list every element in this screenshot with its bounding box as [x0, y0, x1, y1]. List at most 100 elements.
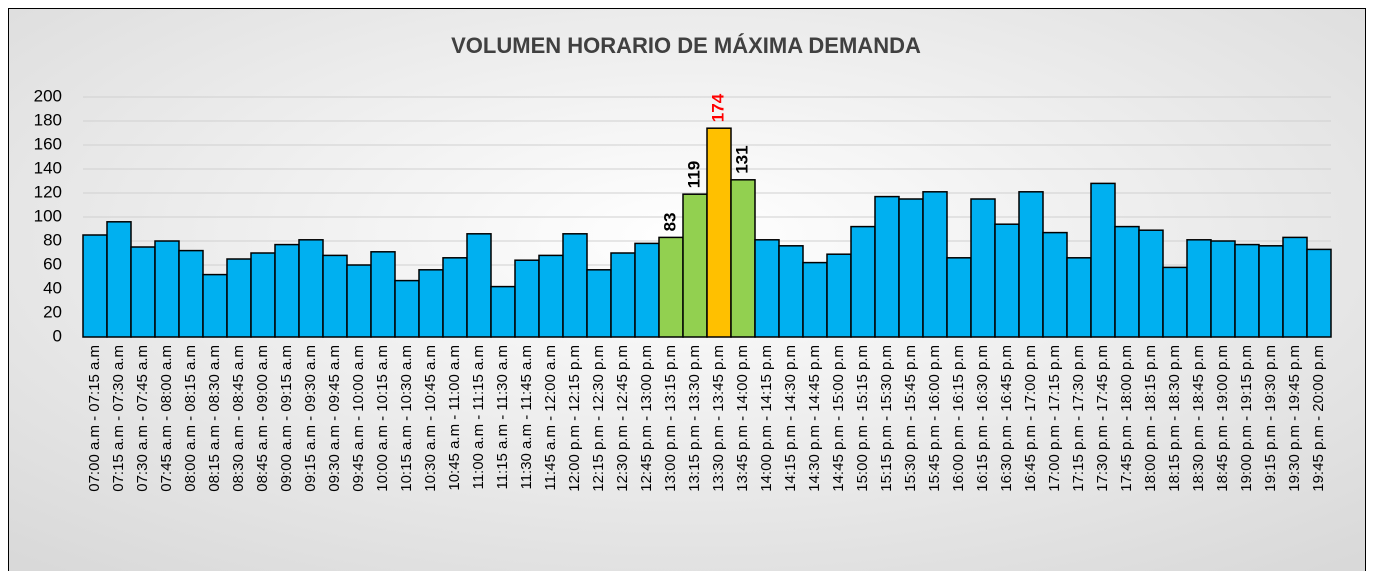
x-tick-label: 19:45 p.m - 20:00 p.m	[1310, 345, 1327, 492]
x-tick-label: 07:30 a.m - 07:45 a.m	[134, 345, 151, 492]
x-tick-label: 14:30 p.m - 14:45 p.m	[806, 345, 823, 492]
x-tick-label: 12:15 p.m - 12:30 p.m	[590, 345, 607, 492]
y-tick-label: 20	[43, 302, 62, 321]
x-tick-label: 12:00 p.m - 12:15 p.m	[566, 345, 583, 492]
bar	[898, 198, 924, 338]
y-tick-label: 80	[43, 230, 62, 249]
x-tick-label: 19:15 p.m - 19:30 p.m	[1262, 345, 1279, 492]
bar	[1186, 239, 1212, 338]
y-tick-label: 60	[43, 254, 62, 273]
bar	[874, 195, 900, 338]
bar	[106, 221, 132, 338]
bar	[658, 236, 684, 338]
x-tick-label: 16:45 p.m - 17:00 p.m	[1022, 345, 1039, 492]
data-label: 119	[684, 161, 703, 188]
x-tick-label: 16:00 p.m - 16:15 p.m	[950, 345, 967, 492]
x-tick-label: 15:00 p.m - 15:15 p.m	[854, 345, 871, 492]
bar	[154, 240, 180, 338]
bar	[850, 225, 876, 338]
bar	[586, 269, 612, 338]
x-tick-label: 07:15 a.m - 07:30 a.m	[110, 345, 127, 492]
x-tick-label: 09:45 a.m - 10:00 a.m	[350, 345, 367, 492]
bar	[322, 254, 348, 338]
bar	[562, 233, 588, 338]
bar	[250, 252, 276, 338]
x-tick-label: 07:00 a.m - 07:15 a.m	[86, 345, 103, 492]
bar	[1018, 191, 1044, 338]
bar	[1066, 257, 1092, 338]
chart-title: VOLUMEN HORARIO DE MÁXIMA DEMANDA	[451, 33, 921, 58]
x-tick-label: 17:30 p.m - 17:45 p.m	[1094, 345, 1111, 492]
bar	[226, 258, 252, 338]
bar	[730, 179, 756, 338]
bar	[994, 223, 1020, 338]
bar	[130, 246, 156, 338]
bar	[202, 273, 228, 338]
x-tick-label: 14:45 p.m - 15:00 p.m	[830, 345, 847, 492]
bar	[1282, 236, 1308, 338]
x-tick-label: 18:30 p.m - 18:45 p.m	[1190, 345, 1207, 492]
y-tick-label: 200	[34, 86, 62, 105]
y-tick-label: 40	[43, 278, 62, 297]
x-tick-label: 10:45 a.m - 11:00 a.m	[446, 345, 463, 491]
x-tick-label: 10:30 a.m - 10:45 a.m	[422, 345, 439, 492]
bar	[1210, 240, 1236, 338]
bar	[706, 127, 732, 338]
x-tick-label: 12:45 p.m - 13:00 p.m	[638, 345, 655, 492]
x-tick-label: 18:15 p.m - 18:30 p.m	[1166, 345, 1183, 492]
y-tick-label: 140	[34, 158, 62, 177]
y-tick-label: 180	[34, 110, 62, 129]
bar	[1258, 245, 1284, 338]
x-tick-label: 10:15 a.m - 10:30 a.m	[398, 345, 415, 492]
bar	[298, 239, 324, 338]
bar	[1138, 229, 1164, 338]
bar	[610, 252, 636, 338]
bar	[946, 257, 972, 338]
bar	[802, 261, 828, 338]
bar	[178, 249, 204, 338]
data-label: 131	[732, 145, 751, 173]
bar	[538, 254, 564, 338]
bar	[682, 193, 708, 338]
x-tick-label: 09:30 a.m - 09:45 a.m	[326, 345, 343, 492]
x-tick-label: 08:30 a.m - 08:45 a.m	[230, 345, 247, 492]
bar	[274, 243, 300, 338]
bar	[346, 264, 372, 338]
x-tick-label: 13:30 p.m - 13:45 p.m	[710, 345, 727, 492]
y-tick-label: 160	[34, 134, 62, 153]
bar	[490, 285, 516, 338]
bar	[826, 253, 852, 338]
x-tick-label: 17:45 p.m - 18:00 p.m	[1118, 345, 1135, 492]
bar	[778, 245, 804, 338]
x-tick-label: 08:15 a.m - 08:30 a.m	[206, 345, 223, 492]
x-tick-label: 19:00 p.m - 19:15 p.m	[1238, 345, 1255, 492]
bar	[970, 198, 996, 338]
x-tick-label: 15:45 p.m - 16:00 p.m	[926, 345, 943, 492]
y-tick-label: 0	[53, 326, 62, 345]
bar	[1042, 231, 1068, 338]
x-tick-label: 11:45 a.m - 12:00 a.m	[542, 345, 559, 491]
x-tick-label: 08:00 a.m - 08:15 a.m	[182, 345, 199, 492]
bar	[1162, 266, 1188, 338]
x-tick-label: 17:15 p.m - 17:30 p.m	[1070, 345, 1087, 492]
y-tick-label: 120	[34, 182, 62, 201]
bar	[82, 234, 108, 338]
x-tick-label: 10:00 a.m - 10:15 a.m	[374, 345, 391, 492]
bar	[394, 279, 420, 338]
x-tick-label: 18:00 p.m - 18:15 p.m	[1142, 345, 1159, 492]
bar	[754, 239, 780, 338]
bar	[1114, 225, 1140, 338]
x-tick-label: 11:30 a.m - 11:45 a.m	[518, 345, 535, 490]
x-tick-label: 14:00 p.m - 14:15 p.m	[758, 345, 775, 492]
x-tick-label: 08:45 a.m - 09:00 a.m	[254, 345, 271, 492]
bar	[514, 259, 540, 338]
x-tick-label: 16:30 p.m - 16:45 p.m	[998, 345, 1015, 492]
x-tick-label: 11:00 a.m - 11:15 a.m	[470, 345, 487, 490]
bar	[1234, 243, 1260, 338]
x-tick-label: 19:30 p.m - 19:45 p.m	[1286, 345, 1303, 492]
x-tick-label: 15:15 p.m - 15:30 p.m	[878, 345, 895, 492]
bar	[634, 242, 660, 338]
bar	[442, 257, 468, 338]
x-tick-label: 17:00 p.m - 17:15 p.m	[1046, 345, 1063, 492]
